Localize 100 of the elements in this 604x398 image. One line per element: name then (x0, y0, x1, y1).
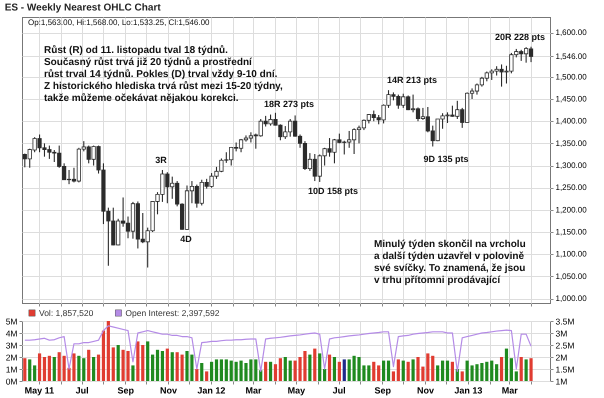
bar (332, 357, 336, 381)
y-tick-label: 1,000.00 (556, 294, 588, 304)
bar (102, 330, 106, 381)
y-tick-label: 1,450.00 (556, 94, 588, 104)
bar (38, 353, 42, 381)
x-tick-label: Mar (245, 386, 262, 396)
bar (446, 360, 450, 381)
x-tick-label: Jul (76, 386, 89, 396)
x-tick-label: Nov (417, 386, 434, 396)
x-tick-label: Nov (160, 386, 178, 396)
bar (278, 358, 282, 381)
y-tick-label: 1,300.00 (556, 161, 588, 170)
bar (166, 348, 169, 381)
bar (406, 362, 410, 381)
chart-title: ES - Weekly Nearest OHLC Chart (4, 2, 162, 14)
bar (126, 351, 130, 381)
y-tick-label: 1,500.00 (556, 72, 588, 82)
bar (470, 365, 474, 381)
bar (357, 357, 361, 381)
bar (504, 348, 508, 381)
bar (92, 357, 96, 381)
y-tick-label: 3M (6, 340, 18, 350)
bar (475, 364, 479, 381)
x-tick-label: May (288, 386, 306, 396)
bar (160, 351, 164, 381)
legend-label: Open Interest: 2,397,592 (125, 308, 220, 318)
bar (170, 352, 174, 381)
y-tick-label: 1,100.00 (556, 250, 588, 259)
bar (205, 371, 208, 381)
bar (72, 353, 76, 381)
bar (48, 356, 51, 381)
legend-label: Vol: 1,857,520 (39, 308, 94, 318)
bar (131, 365, 135, 381)
y-tick-label: 1,600.00 (556, 28, 588, 38)
bar (342, 359, 346, 381)
annotation: 9D 135 pts (423, 154, 469, 164)
x-tick-label: Jan 12 (197, 386, 226, 396)
bar (195, 369, 198, 381)
bar (244, 363, 248, 381)
bar (87, 350, 90, 381)
y2-tick-label: 2.5M (556, 340, 574, 350)
y-tick-label: 1,050.00 (556, 272, 588, 281)
bar (466, 360, 469, 381)
bar (214, 359, 218, 381)
bar (303, 351, 307, 381)
x-tick-label: Jul (332, 386, 346, 396)
bar (500, 357, 504, 381)
y-tick-label: 1,400.00 (556, 116, 588, 126)
annotation: 10D 158 pts (308, 186, 358, 196)
annotation: 20R 228 pts (494, 32, 546, 42)
y-tick-label: 2M (6, 352, 18, 362)
annotation: 18R 273 pts (264, 99, 314, 109)
annotation: Op:1,563.00, Hi:1,568.00, Lo:1,533.25, Cl:1,546.00 (28, 18, 210, 27)
bar (386, 360, 390, 381)
bar (362, 365, 366, 381)
bar (200, 363, 204, 381)
bar (274, 364, 278, 381)
annotation: Minulý týden skončil na vrcholu a další týden uzavřel v polovině své svíčky. To znamená, že jsou v trhu přítomni prodávající (374, 239, 526, 286)
bar (328, 354, 332, 381)
bar (52, 357, 56, 381)
bar (411, 359, 415, 381)
y-tick-label: 1,150.00 (556, 228, 588, 237)
x-tick-label: Sep (117, 386, 134, 396)
bar (529, 358, 533, 381)
y-tick-label: 1,350.00 (556, 138, 588, 148)
bar (23, 358, 26, 381)
x-tick-label: Mar (502, 386, 518, 396)
bar (450, 362, 454, 381)
x-tick-label: Jan 13 (454, 386, 482, 396)
x-tick-label: May 11 (24, 386, 54, 396)
bar (210, 362, 214, 381)
bar (122, 350, 125, 381)
y2-tick-label: 1.5M (556, 364, 574, 374)
line-series (24, 325, 532, 372)
bar (294, 360, 297, 381)
bar (460, 371, 464, 381)
annotation: 4D (180, 234, 192, 244)
bar (338, 362, 341, 381)
annotation: 3R (155, 155, 168, 165)
annotation: 14R 213 pts (386, 75, 438, 85)
bar (313, 348, 316, 381)
y-tick-label: 0M (6, 376, 18, 386)
bar (239, 360, 243, 381)
bar (416, 357, 420, 381)
bar (298, 357, 302, 381)
bar (156, 350, 160, 381)
bar (185, 351, 189, 381)
x-tick-label: Sep (374, 386, 392, 396)
bar (520, 357, 523, 381)
bar (382, 360, 386, 381)
bar (116, 345, 120, 381)
y-tick-label: 4M (6, 328, 18, 338)
y2-tick-label: 3.5M (556, 316, 574, 326)
bar (402, 360, 405, 381)
bar (367, 365, 370, 381)
bar (524, 359, 528, 381)
y-tick-label: 1,200.00 (556, 205, 588, 214)
bar (42, 357, 46, 381)
y-tick-label: 1,546.00 (556, 52, 588, 61)
bar (308, 354, 312, 381)
